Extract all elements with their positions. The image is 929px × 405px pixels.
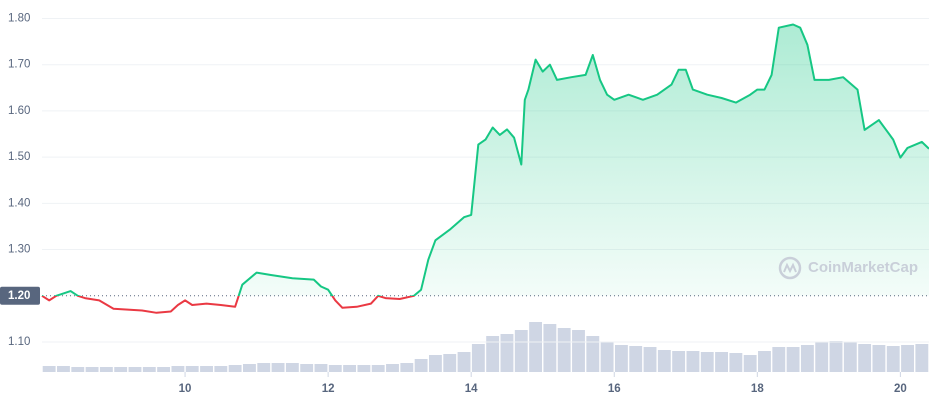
volume-bar [471,344,485,372]
volume-layer [42,322,929,372]
y-tick-label: 1.30 [8,244,30,256]
volume-bar [443,354,457,372]
baseline-label-bg [0,286,40,305]
volume-bar [657,350,671,372]
volume-bar [243,364,256,372]
volume-bar [328,365,342,372]
volume-bar [185,366,199,372]
volume-bar [743,355,757,372]
volume-bar [99,367,113,372]
volume-bar [572,330,585,372]
volume-bar [600,342,614,372]
volume-bar [772,347,786,372]
y-tick-label: 1.10 [8,336,30,348]
volume-bar [85,367,99,372]
volume-bar [486,336,500,372]
volume-bar [428,355,442,372]
volume-bar [71,367,85,372]
volume-bar [557,328,571,372]
volume-bar [586,336,600,372]
x-tick-label: 10 [179,383,192,395]
y-tick-label: 1.60 [8,105,30,117]
y-tick-label: 1.70 [8,59,30,71]
volume-bar [715,352,728,372]
volume-bar [686,351,700,372]
volume-bar [886,346,900,372]
area [56,24,929,296]
volume-bar [228,365,242,372]
volume-bar [815,342,829,372]
y-tick-label: 1.80 [8,13,30,25]
price-line [41,23,929,314]
baseline-label: 1.20 [8,290,30,302]
volume-bar [57,366,70,372]
volume-bar [414,359,428,372]
volume-bar [700,352,714,372]
volume-bar [357,365,371,372]
volume-bar [672,351,686,372]
volume-bar [42,366,56,372]
x-tick-label: 16 [608,383,621,395]
volume-bar [614,345,628,372]
volume-bar [843,342,857,372]
volume-bar [872,345,886,372]
volume-bar [257,363,271,372]
volume-bar [371,365,385,372]
y-tick-label: 1.40 [8,197,30,209]
volume-bar [643,347,657,372]
volume-bar [142,367,156,372]
volume-bar [214,366,228,372]
volume-bar [314,364,328,372]
volume-bar [343,365,357,372]
volume-bar [114,367,128,372]
volume-bar [200,366,213,372]
volume-bar [514,330,528,372]
axis-layer: 1.10 1.30 1.40 1.50 1.60 1.70 1.80 10 12 14 16 18 20… [0,13,907,395]
watermark [778,256,802,280]
volume-bar [171,366,185,372]
volume-bar [300,364,314,372]
volume-bar [915,344,929,372]
volume-bar [529,322,543,372]
volume-bar [500,334,514,372]
volume-bar [901,345,914,372]
volume-bar [457,352,471,372]
volume-bar [386,364,399,372]
volume-bar [543,324,557,372]
y-tick-label: 1.50 [8,151,30,163]
x-tick-label: 18 [751,383,764,395]
watermark-text: CoinMarketCap [808,259,918,276]
line-layer [41,23,929,314]
x-tick-label: 12 [322,383,335,395]
volume-bar [800,345,814,372]
volume-bar [829,341,843,372]
volume-bar [285,363,299,372]
x-tick-label: 20 [894,383,907,395]
volume-bar [400,363,414,372]
volume-bar [128,367,142,372]
watermark-logo-mark [783,262,797,274]
volume-bar [758,351,771,372]
x-tick-label: 14 [465,383,478,395]
volume-bar [786,347,800,372]
volume-bar [729,353,743,372]
volume-bar [629,346,643,372]
watermark-logo [778,256,802,280]
volume-bar [858,344,872,372]
volume-bar [271,363,285,372]
volume-bar [157,367,171,372]
